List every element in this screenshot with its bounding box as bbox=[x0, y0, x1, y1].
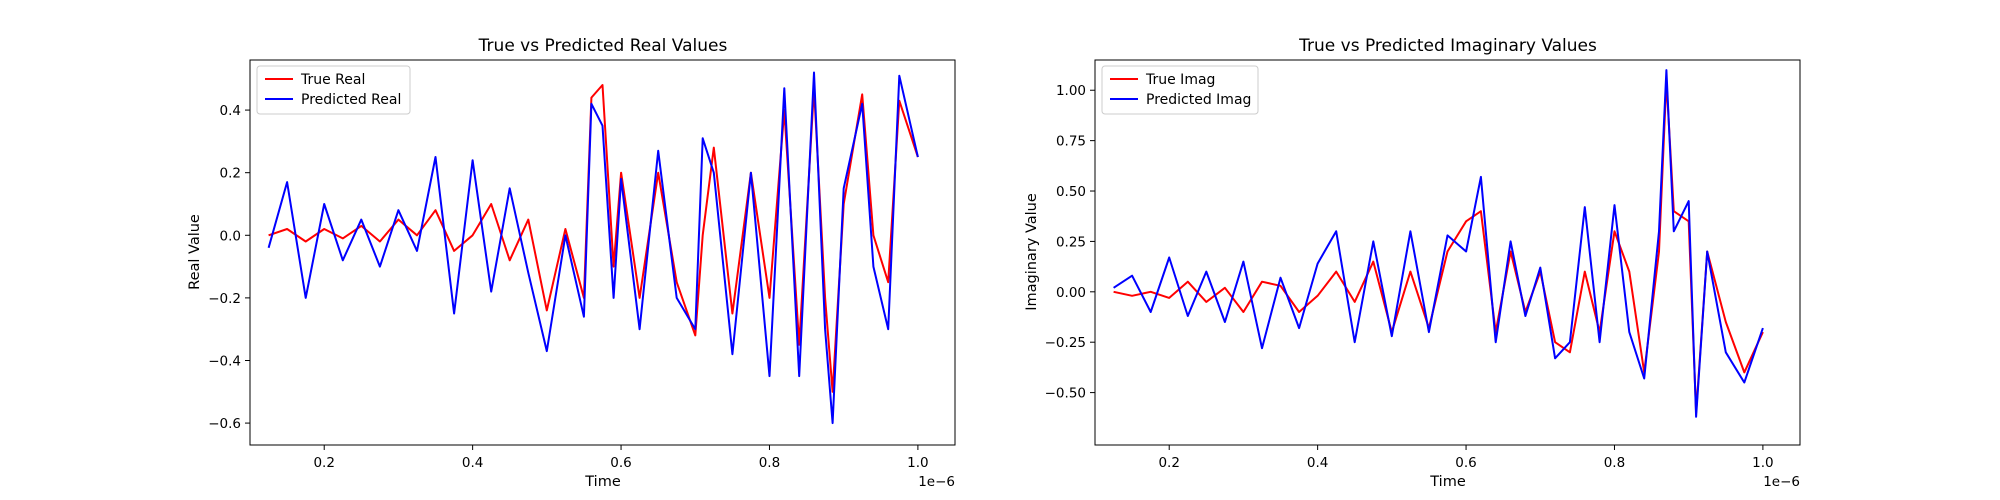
chart-title: True vs Predicted Real Values bbox=[478, 36, 728, 56]
y-tick-label: 0.2 bbox=[220, 166, 241, 182]
legend-box bbox=[1101, 65, 1259, 115]
legend: True Imag Predicted Imag bbox=[1101, 65, 1259, 115]
legend-box bbox=[256, 65, 411, 115]
x-tick-label: 0.2 bbox=[313, 455, 334, 471]
x-tick-label: 0.4 bbox=[1307, 455, 1328, 471]
y-tick-label: 0.0 bbox=[220, 228, 241, 244]
y-tick-label: −0.25 bbox=[1045, 335, 1086, 351]
plot-area bbox=[267, 71, 919, 425]
y-axis-ticks: −0.6 −0.4 −0.2 0.0 0.2 0.4 bbox=[208, 103, 250, 432]
legend-label-true-real: True Real bbox=[300, 72, 365, 88]
x-axis-offset-label: 1e−6 bbox=[1763, 474, 1800, 490]
x-axis-label: Time bbox=[584, 474, 621, 490]
legend-label-predicted-real: Predicted Real bbox=[301, 92, 401, 108]
series-line-true-imag bbox=[1113, 79, 1764, 414]
x-tick-label: 0.4 bbox=[462, 455, 483, 471]
x-tick-label: 0.6 bbox=[1455, 455, 1476, 471]
y-tick-label: −0.6 bbox=[208, 416, 241, 432]
x-tick-label: 0.8 bbox=[759, 455, 780, 471]
y-axis-label: Imaginary Value bbox=[1024, 193, 1040, 311]
series-line-predicted-real bbox=[267, 71, 919, 425]
x-tick-label: 0.6 bbox=[610, 455, 631, 471]
axes-frame bbox=[1094, 59, 1801, 446]
plot-area bbox=[1113, 69, 1764, 418]
y-tick-label: 0.50 bbox=[1056, 184, 1086, 200]
y-tick-label: −0.4 bbox=[208, 353, 241, 369]
imaginary-values-chart: True vs Predicted Imaginary Values 0.2 0.… bbox=[1024, 36, 1801, 490]
y-tick-label: 0.25 bbox=[1056, 234, 1086, 250]
y-tick-label: 0.75 bbox=[1056, 134, 1086, 150]
y-tick-label: 0.4 bbox=[220, 103, 241, 119]
y-axis-ticks: −0.50 −0.25 0.00 0.25 0.50 0.75 1.00 bbox=[1045, 83, 1095, 402]
x-tick-label: 0.2 bbox=[1158, 455, 1179, 471]
y-tick-label: −0.50 bbox=[1045, 386, 1086, 402]
y-tick-label: 0.00 bbox=[1056, 285, 1086, 301]
series-line-true-real bbox=[268, 84, 919, 393]
y-axis-label: Real Value bbox=[187, 214, 203, 290]
x-axis-label: Time bbox=[1429, 474, 1466, 490]
legend-label-predicted-imag: Predicted Imag bbox=[1146, 92, 1251, 108]
x-axis-offset-label: 1e−6 bbox=[918, 474, 955, 490]
x-tick-label: 1.0 bbox=[907, 455, 928, 471]
chart-title: True vs Predicted Imaginary Values bbox=[1298, 36, 1597, 56]
axes-frame bbox=[249, 59, 956, 446]
series-line-predicted-imag bbox=[1113, 69, 1764, 418]
x-axis-ticks: 0.2 0.4 0.6 0.8 1.0 bbox=[1158, 445, 1774, 471]
y-tick-label: −0.2 bbox=[208, 291, 241, 307]
legend: True Real Predicted Real bbox=[256, 65, 411, 115]
x-tick-label: 0.8 bbox=[1604, 455, 1625, 471]
legend-label-true-imag: True Imag bbox=[1145, 72, 1215, 88]
real-values-chart: True vs Predicted Real Values 0.2 0.4 0.6 0… bbox=[187, 36, 956, 490]
x-tick-label: 1.0 bbox=[1752, 455, 1773, 471]
y-tick-label: 1.00 bbox=[1056, 83, 1086, 99]
x-axis-ticks: 0.2 0.4 0.6 0.8 1.0 bbox=[313, 445, 929, 471]
